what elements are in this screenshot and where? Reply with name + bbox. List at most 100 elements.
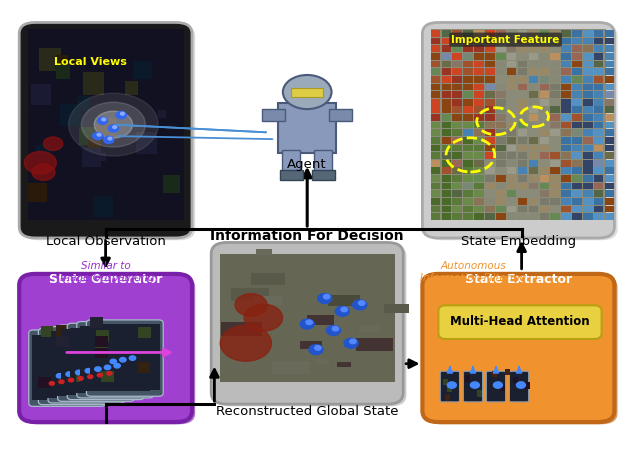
Text: Multi-Head Attention: Multi-Head Attention xyxy=(450,316,589,328)
Bar xyxy=(529,53,538,60)
Bar xyxy=(452,129,462,136)
Bar xyxy=(465,375,470,381)
Bar xyxy=(496,160,506,167)
Bar xyxy=(463,61,473,67)
Bar xyxy=(485,30,495,37)
Bar xyxy=(96,330,109,342)
Bar xyxy=(442,91,451,98)
Bar xyxy=(507,45,516,52)
Circle shape xyxy=(68,93,158,156)
Bar xyxy=(605,137,614,144)
Bar xyxy=(254,296,282,305)
Bar xyxy=(507,152,516,159)
Bar xyxy=(463,137,473,144)
Bar xyxy=(431,206,440,212)
Bar xyxy=(529,145,538,151)
Bar xyxy=(550,183,560,189)
Bar xyxy=(507,38,516,44)
Bar xyxy=(572,76,582,83)
FancyBboxPatch shape xyxy=(486,371,506,402)
Bar xyxy=(529,122,538,128)
Bar xyxy=(561,45,571,52)
Circle shape xyxy=(24,152,56,174)
Bar xyxy=(95,336,108,347)
Bar xyxy=(507,106,516,113)
Bar xyxy=(431,167,440,174)
Bar xyxy=(605,145,614,151)
Bar xyxy=(138,362,150,373)
Bar xyxy=(442,175,451,182)
Bar xyxy=(540,213,549,220)
Bar xyxy=(550,129,560,136)
Circle shape xyxy=(94,111,132,138)
Bar xyxy=(474,145,484,151)
Bar xyxy=(474,53,484,60)
Bar xyxy=(572,99,582,106)
Bar xyxy=(431,129,440,136)
Bar xyxy=(442,53,451,60)
Bar xyxy=(221,321,262,336)
Bar xyxy=(594,61,604,67)
Circle shape xyxy=(68,378,74,382)
Bar xyxy=(561,206,571,212)
Bar xyxy=(474,213,484,220)
Bar xyxy=(496,206,506,212)
Bar xyxy=(474,45,484,52)
Circle shape xyxy=(91,363,97,367)
Bar xyxy=(583,129,593,136)
Text: Local Views: Local Views xyxy=(54,57,127,67)
Bar xyxy=(572,213,582,220)
FancyBboxPatch shape xyxy=(58,325,134,401)
Bar xyxy=(550,167,560,174)
Bar xyxy=(136,132,157,154)
Bar xyxy=(583,114,593,121)
Bar xyxy=(452,76,462,83)
FancyBboxPatch shape xyxy=(214,245,406,406)
Circle shape xyxy=(81,364,88,369)
Bar xyxy=(431,137,440,144)
Bar xyxy=(452,30,462,37)
Bar xyxy=(540,206,549,212)
Bar xyxy=(572,190,582,197)
Bar xyxy=(540,45,549,52)
Circle shape xyxy=(66,372,72,376)
Bar xyxy=(561,167,571,174)
FancyBboxPatch shape xyxy=(211,242,403,404)
Bar xyxy=(572,160,582,167)
Bar xyxy=(463,167,473,174)
Bar xyxy=(88,330,101,341)
Bar xyxy=(496,84,506,90)
FancyBboxPatch shape xyxy=(19,22,192,238)
Bar xyxy=(583,99,593,106)
Bar xyxy=(474,198,484,205)
Bar xyxy=(485,61,495,67)
Bar xyxy=(431,145,440,151)
Bar xyxy=(550,68,560,75)
Bar xyxy=(463,198,473,205)
Bar xyxy=(605,160,614,167)
Bar xyxy=(518,45,527,52)
Bar xyxy=(529,76,538,83)
Bar xyxy=(594,30,604,37)
Text: State Embedding: State Embedding xyxy=(461,235,576,248)
Bar xyxy=(594,45,604,52)
Bar xyxy=(90,317,103,328)
Bar xyxy=(561,38,571,44)
Bar xyxy=(463,129,473,136)
Bar xyxy=(594,213,604,220)
Text: State Generator: State Generator xyxy=(49,273,163,286)
Bar xyxy=(485,45,495,52)
Bar xyxy=(79,367,92,378)
Bar xyxy=(605,175,614,182)
Bar xyxy=(529,198,538,205)
Bar xyxy=(328,295,360,306)
Bar xyxy=(485,160,495,167)
Text: Important Feature: Important Feature xyxy=(451,35,560,44)
Bar xyxy=(550,122,560,128)
Bar xyxy=(540,76,549,83)
Bar xyxy=(452,175,462,182)
Circle shape xyxy=(516,382,525,388)
Circle shape xyxy=(44,137,63,150)
Bar xyxy=(550,114,560,121)
Bar xyxy=(518,190,527,197)
